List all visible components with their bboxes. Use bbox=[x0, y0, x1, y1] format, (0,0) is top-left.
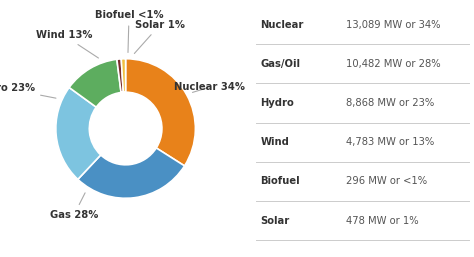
Text: Biofuel: Biofuel bbox=[260, 176, 300, 186]
Wedge shape bbox=[121, 59, 126, 92]
Text: Biofuel <1%: Biofuel <1% bbox=[95, 10, 164, 52]
Text: Solar: Solar bbox=[260, 216, 290, 226]
Text: Hydro 23%: Hydro 23% bbox=[0, 83, 56, 98]
Wedge shape bbox=[56, 87, 101, 179]
Text: 13,089 MW or 34%: 13,089 MW or 34% bbox=[346, 20, 440, 30]
Text: Hydro: Hydro bbox=[260, 98, 294, 108]
Text: Gas/Oil: Gas/Oil bbox=[260, 59, 300, 69]
Wedge shape bbox=[126, 59, 195, 166]
Text: Nuclear: Nuclear bbox=[260, 20, 304, 30]
Text: Nuclear 34%: Nuclear 34% bbox=[174, 82, 246, 93]
Text: Wind: Wind bbox=[260, 137, 289, 147]
Text: 10,482 MW or 28%: 10,482 MW or 28% bbox=[346, 59, 440, 69]
Wedge shape bbox=[69, 59, 121, 107]
Text: Wind 13%: Wind 13% bbox=[36, 30, 99, 58]
Text: 4,783 MW or 13%: 4,783 MW or 13% bbox=[346, 137, 434, 147]
Wedge shape bbox=[117, 59, 123, 93]
Text: 8,868 MW or 23%: 8,868 MW or 23% bbox=[346, 98, 434, 108]
Wedge shape bbox=[78, 148, 184, 198]
Text: Solar 1%: Solar 1% bbox=[134, 20, 185, 53]
Text: 478 MW or 1%: 478 MW or 1% bbox=[346, 216, 418, 226]
Text: 296 MW or <1%: 296 MW or <1% bbox=[346, 176, 427, 186]
Text: Gas 28%: Gas 28% bbox=[50, 193, 98, 220]
